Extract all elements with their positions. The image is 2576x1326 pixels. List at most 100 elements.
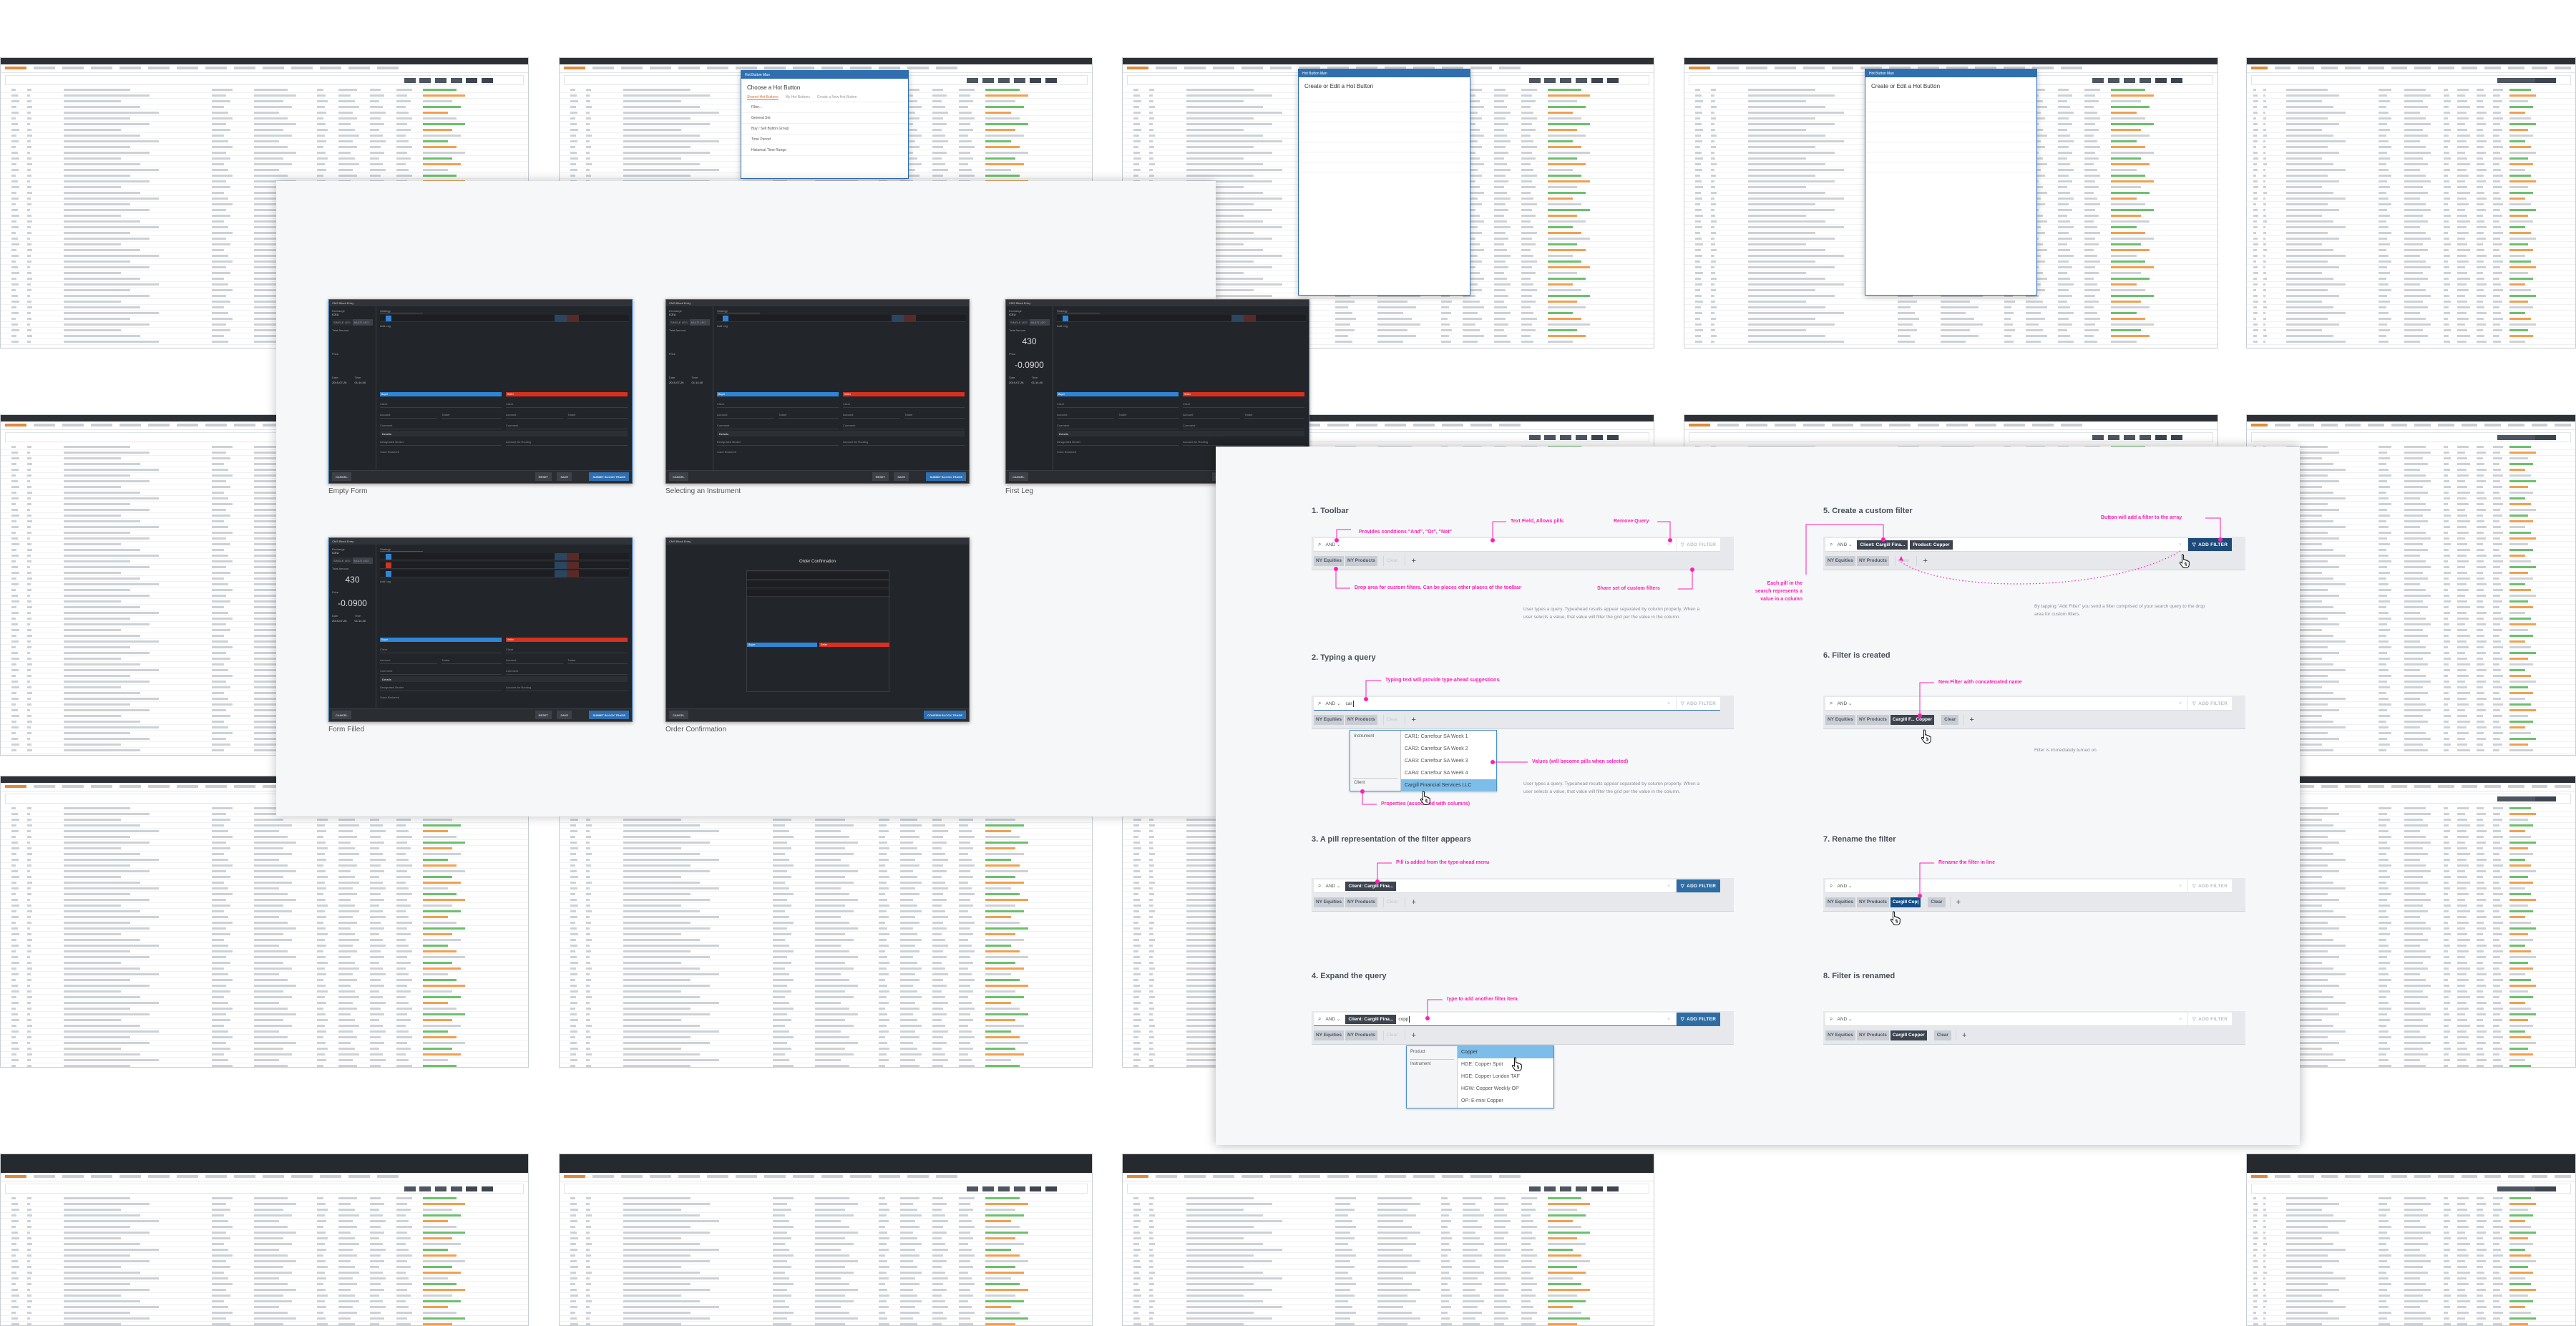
filter-button[interactable]	[419, 78, 431, 83]
tab[interactable]	[348, 67, 370, 69]
filter-bar[interactable]	[1689, 432, 2213, 442]
table-row[interactable]	[2247, 179, 2575, 185]
tab[interactable]	[291, 67, 313, 69]
table-row[interactable]	[2247, 288, 2575, 293]
tab[interactable]	[177, 67, 198, 69]
table-row[interactable]	[1, 173, 528, 179]
tab[interactable]	[2391, 67, 2408, 69]
table-row[interactable]	[2247, 259, 2575, 265]
tab[interactable]	[1270, 67, 1292, 69]
table-row[interactable]	[1684, 328, 2218, 333]
table-row[interactable]	[2247, 99, 2575, 104]
table-row[interactable]	[1684, 322, 2218, 328]
filter-button[interactable]	[482, 78, 494, 83]
tab[interactable]	[1470, 424, 1492, 426]
table-row[interactable]	[2247, 248, 2575, 253]
tab[interactable]	[1918, 67, 1939, 69]
tab[interactable]	[2004, 424, 2025, 426]
tab[interactable]	[1689, 424, 1710, 426]
table-row[interactable]	[2247, 236, 2575, 242]
filter-button[interactable]	[2123, 78, 2135, 83]
filter-bar[interactable]	[5, 75, 524, 85]
filter-button[interactable]	[2155, 435, 2167, 440]
tab[interactable]	[34, 67, 55, 69]
tab[interactable]	[1356, 424, 1377, 426]
tab[interactable]	[5, 424, 26, 426]
tab[interactable]	[1470, 67, 1492, 69]
filter-button[interactable]	[2092, 78, 2104, 83]
filter-button[interactable]	[466, 78, 478, 83]
tab[interactable]	[320, 67, 341, 69]
tab[interactable]	[2298, 67, 2314, 69]
tab[interactable]	[1775, 67, 1796, 69]
table-row[interactable]	[2247, 293, 2575, 299]
table-row[interactable]	[2247, 104, 2575, 110]
tab[interactable]	[205, 67, 227, 69]
filter-button[interactable]	[1544, 435, 1556, 440]
tab[interactable]	[1385, 67, 1406, 69]
tab[interactable]	[91, 424, 112, 426]
table-row[interactable]	[2247, 116, 2575, 122]
table-row[interactable]	[2247, 173, 2575, 179]
table-row[interactable]	[2247, 87, 2575, 93]
tab[interactable]	[62, 67, 84, 69]
table-row[interactable]	[2247, 305, 2575, 311]
filter-button[interactable]	[1591, 78, 1603, 83]
table-row[interactable]	[1684, 299, 2218, 305]
table-row[interactable]	[1, 116, 528, 122]
tab[interactable]	[2531, 67, 2548, 69]
tab[interactable]	[1213, 67, 1234, 69]
table-row[interactable]	[2247, 242, 2575, 248]
tab[interactable]	[564, 67, 585, 69]
tab[interactable]	[2274, 67, 2291, 69]
tab[interactable]	[2004, 67, 2025, 69]
table-row[interactable]	[1, 167, 528, 173]
tab[interactable]	[1717, 424, 1739, 426]
tab[interactable]	[879, 67, 900, 69]
filter-button[interactable]	[404, 78, 416, 83]
tab[interactable]	[34, 424, 55, 426]
table-row[interactable]	[2247, 276, 2575, 282]
tab[interactable]	[263, 67, 284, 69]
filter-button[interactable]	[997, 78, 1010, 83]
tab[interactable]	[1442, 424, 1463, 426]
tab[interactable]	[736, 67, 757, 69]
table-row[interactable]	[2247, 162, 2575, 167]
tab[interactable]	[1327, 424, 1349, 426]
tab[interactable]	[1889, 424, 1911, 426]
table-row[interactable]	[1, 127, 528, 133]
tab[interactable]	[1860, 67, 1882, 69]
tab[interactable]	[91, 67, 112, 69]
table-row[interactable]	[1, 139, 528, 145]
tab[interactable]	[1385, 424, 1406, 426]
filter-button[interactable]	[450, 78, 462, 83]
tab[interactable]	[1832, 424, 1853, 426]
table-row[interactable]	[2247, 333, 2575, 339]
window-tabs[interactable]	[2247, 64, 2575, 73]
tab[interactable]	[2321, 67, 2338, 69]
tab[interactable]	[764, 67, 786, 69]
filter-button[interactable]	[967, 78, 979, 83]
filter-button[interactable]	[1528, 435, 1541, 440]
tab[interactable]	[1299, 67, 1320, 69]
tab[interactable]	[119, 67, 141, 69]
tab[interactable]	[2414, 67, 2431, 69]
table-row[interactable]	[1684, 333, 2218, 339]
table-row[interactable]	[2247, 213, 2575, 219]
tab[interactable]	[2061, 424, 2082, 426]
tab[interactable]	[234, 424, 255, 426]
tab[interactable]	[1413, 67, 1435, 69]
tab[interactable]	[1499, 424, 1521, 426]
tab[interactable]	[1746, 67, 1767, 69]
tab[interactable]	[793, 67, 814, 69]
table-row[interactable]	[2247, 93, 2575, 99]
tab[interactable]	[650, 67, 671, 69]
filter-button[interactable]	[2123, 435, 2135, 440]
table-row[interactable]	[2247, 339, 2575, 345]
tab[interactable]	[936, 67, 957, 69]
table-row[interactable]	[1684, 305, 2218, 311]
table-row[interactable]	[2247, 208, 2575, 213]
table-row[interactable]	[2247, 225, 2575, 230]
tab[interactable]	[377, 67, 399, 69]
tab[interactable]	[2461, 67, 2478, 69]
